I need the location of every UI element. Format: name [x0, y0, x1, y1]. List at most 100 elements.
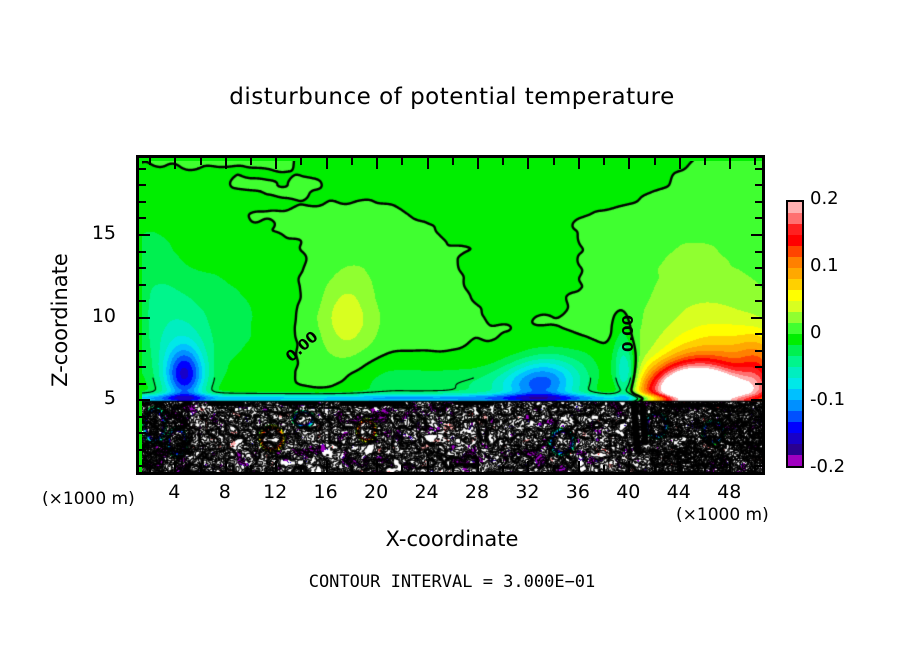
- x-units-left: (×1000 m): [42, 489, 135, 509]
- y-tick-6: [139, 382, 146, 385]
- colorbar-swatch-17: [788, 389, 802, 400]
- x-tick-4: [174, 461, 177, 472]
- x-tick-38: [603, 465, 606, 472]
- x-tick-label-40: 40: [616, 481, 641, 503]
- contour-interval-caption: CONTOUR INTERVAL = 3.000E−01: [308, 572, 596, 592]
- colorbar-swatch-4: [788, 246, 802, 257]
- x-tick-label-32: 32: [515, 481, 540, 503]
- x-tick-label-8: 8: [218, 481, 231, 503]
- x-tick-18: [350, 158, 353, 165]
- x-tick-32: [527, 461, 530, 472]
- x-tick-28: [476, 158, 479, 169]
- contour-inline-label-1: 0.00: [619, 315, 638, 353]
- colorbar-swatch-6: [788, 268, 802, 279]
- x-tick-30: [502, 465, 505, 472]
- x-tick-label-24: 24: [414, 481, 439, 503]
- colorbar-swatch-7: [788, 279, 802, 290]
- y-tick-8: [139, 349, 146, 352]
- colorbar-swatch-8: [788, 290, 802, 301]
- x-tick-32: [527, 158, 530, 169]
- x-tick-42: [653, 465, 656, 472]
- x-tick-18: [350, 465, 353, 472]
- y-tick-13: [139, 267, 146, 270]
- colorbar-swatch-1: [788, 213, 802, 224]
- contour-field-canvas: [142, 161, 762, 472]
- x-tick-46: [703, 158, 706, 165]
- y-tick-18: [755, 184, 762, 187]
- x-tick-22: [401, 465, 404, 472]
- colorbar-tick-label-0: 0: [810, 322, 822, 343]
- colorbar-swatch-18: [788, 400, 802, 411]
- y-tick-label-15: 15: [91, 222, 116, 245]
- y-tick-7: [139, 366, 146, 369]
- colorbar-swatch-12: [788, 334, 802, 345]
- colorbar-tick-label--0.1: -0.1: [810, 389, 846, 410]
- colorbar-swatch-10: [788, 312, 802, 323]
- x-tick-34: [552, 465, 555, 472]
- x-tick-16: [325, 158, 328, 169]
- y-tick-1: [755, 465, 762, 468]
- y-tick-label-5: 5: [103, 387, 116, 410]
- x-tick-42: [653, 158, 656, 165]
- colorbar-swatch-13: [788, 345, 802, 356]
- y-tick-14: [139, 250, 146, 253]
- x-tick-44: [678, 158, 681, 169]
- x-tick-28: [476, 461, 479, 472]
- y-tick-17: [755, 200, 762, 203]
- colorbar-swatch-23: [788, 455, 802, 466]
- y-tick-7: [755, 366, 762, 369]
- y-tick-12: [139, 283, 146, 286]
- y-tick-15: [751, 234, 762, 237]
- x-tick-4: [174, 158, 177, 169]
- y-tick-6: [755, 382, 762, 385]
- colorbar-swatch-19: [788, 411, 802, 422]
- y-tick-16: [755, 217, 762, 220]
- x-tick-label-48: 48: [717, 481, 742, 503]
- colorbar-swatch-21: [788, 433, 802, 444]
- x-axis-title: X-coordinate: [385, 527, 519, 551]
- colorbar: [786, 200, 804, 468]
- x-tick-10: [249, 465, 252, 472]
- x-tick-6: [199, 465, 202, 472]
- y-tick-4: [139, 415, 146, 418]
- x-tick-36: [577, 461, 580, 472]
- colorbar-swatch-22: [788, 444, 802, 455]
- y-tick-19: [755, 167, 762, 170]
- y-tick-label-10: 10: [91, 304, 116, 327]
- x-tick-14: [300, 465, 303, 472]
- page-title: disturbunce of potential temperature: [229, 84, 675, 110]
- x-tick-2: [149, 465, 152, 472]
- y-tick-18: [139, 184, 146, 187]
- x-tick-50: [754, 158, 757, 165]
- x-tick-label-20: 20: [363, 481, 389, 503]
- y-tick-4: [755, 415, 762, 418]
- x-tick-24: [426, 461, 429, 472]
- y-tick-10: [751, 316, 762, 319]
- x-tick-20: [376, 461, 379, 472]
- x-tick-24: [426, 158, 429, 169]
- colorbar-swatch-14: [788, 356, 802, 367]
- y-tick-15: [139, 234, 150, 237]
- y-tick-19: [139, 167, 146, 170]
- x-tick-38: [603, 158, 606, 165]
- x-tick-8: [224, 461, 227, 472]
- y-tick-13: [755, 267, 762, 270]
- colorbar-tick-label--0.2: -0.2: [810, 456, 846, 477]
- colorbar-swatch-15: [788, 367, 802, 378]
- plot-area: [136, 155, 765, 475]
- x-tick-34: [552, 158, 555, 165]
- colorbar-tick-label-0.1: 0.1: [810, 255, 839, 276]
- x-tick-26: [451, 465, 454, 472]
- x-tick-label-36: 36: [565, 481, 590, 503]
- x-tick-40: [628, 461, 631, 472]
- x-tick-22: [401, 158, 404, 165]
- x-tick-14: [300, 158, 303, 165]
- y-tick-11: [139, 300, 146, 303]
- x-tick-6: [199, 158, 202, 165]
- y-tick-11: [755, 300, 762, 303]
- y-tick-12: [755, 283, 762, 286]
- y-tick-2: [139, 448, 146, 451]
- y-tick-2: [755, 448, 762, 451]
- colorbar-tick-label-0.2: 0.2: [810, 188, 839, 209]
- colorbar-swatch-5: [788, 257, 802, 268]
